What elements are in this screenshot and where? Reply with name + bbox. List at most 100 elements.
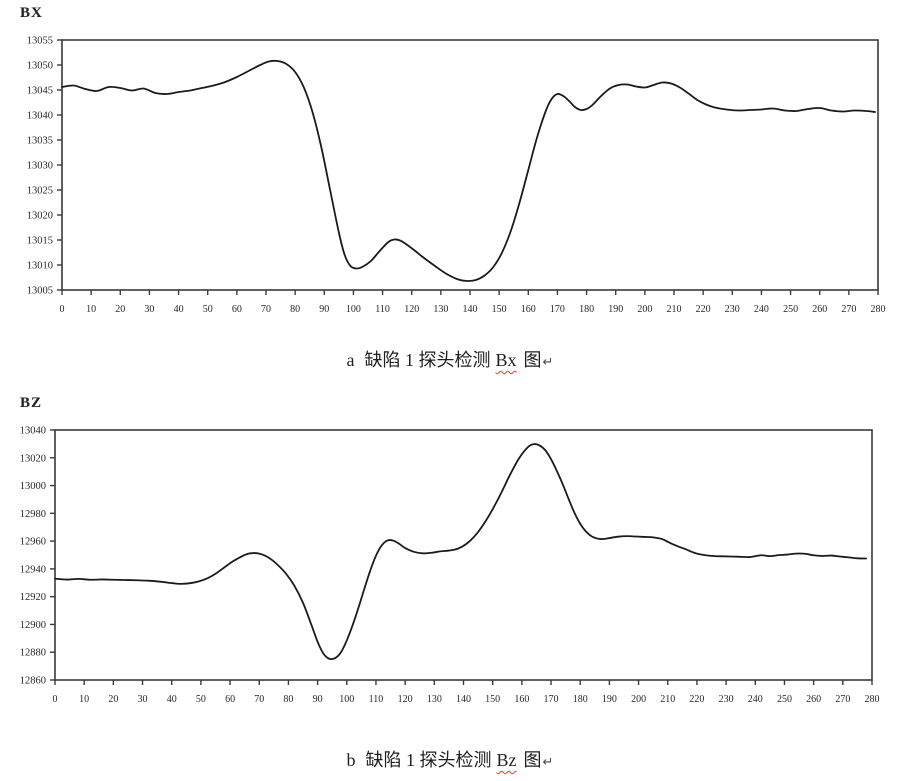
- caption-b-return-mark: ↵: [542, 755, 554, 770]
- bz-x-tick-label: 0: [53, 694, 58, 705]
- bz-y-tick-label: 12980: [20, 509, 46, 520]
- bx-x-tick-label: 160: [521, 304, 536, 315]
- bx-x-tick-label: 260: [812, 304, 827, 315]
- chart-bx-plot: 1305513050130451304013035130301302513020…: [27, 36, 886, 316]
- caption-a-term: Bx: [495, 350, 517, 370]
- bx-x-tick-label: 20: [115, 304, 125, 315]
- bz-x-tick-label: 240: [748, 694, 763, 705]
- bx-x-tick-label: 0: [60, 304, 65, 315]
- chart-bx-title: BX: [20, 5, 43, 21]
- bz-y-tick-label: 12860: [20, 676, 46, 687]
- bz-x-tick-label: 190: [602, 694, 617, 705]
- bx-x-tick-label: 40: [174, 304, 184, 315]
- bz-y-tick-label: 12960: [20, 537, 46, 548]
- bx-series-path: [61, 59, 876, 282]
- caption-a-return-mark: ↵: [542, 355, 554, 370]
- bx-plot-border: [61, 39, 879, 291]
- bz-x-tick-label: 220: [689, 694, 704, 705]
- bx-y-tick-label: 13055: [27, 36, 53, 47]
- bz-x-tick-label: 200: [631, 694, 646, 705]
- caption-b-index: b: [346, 750, 356, 770]
- caption-b-term: Bz: [496, 750, 517, 770]
- bz-x-tick-label: 50: [196, 694, 206, 705]
- bx-x-tick-label: 240: [754, 304, 769, 315]
- bx-x-tick-label: 140: [463, 304, 478, 315]
- bx-x-tick-label: 200: [637, 304, 652, 315]
- bz-y-tick-label: 12920: [20, 592, 46, 603]
- bx-x-tick-label: 110: [375, 304, 390, 315]
- bz-x-tick-label: 170: [544, 694, 559, 705]
- bx-y-tick-label: 13005: [27, 286, 53, 297]
- bx-x-tick-label: 170: [550, 304, 565, 315]
- bx-x-tick-label: 130: [433, 304, 448, 315]
- bx-x-tick-label: 250: [783, 304, 798, 315]
- bz-x-tick-label: 120: [398, 694, 413, 705]
- bx-y-tick-label: 13025: [27, 186, 53, 197]
- caption-b-text: 缺陷 1 探头检测: [365, 750, 492, 770]
- bz-y-tick-label: 13000: [20, 481, 46, 492]
- bx-y-tick-label: 13010: [27, 261, 53, 272]
- bz-y-tick-label: 12880: [20, 648, 46, 659]
- bz-x-tick-label: 90: [313, 694, 323, 705]
- bx-y-tick-label: 13030: [27, 161, 53, 172]
- bz-x-tick-label: 270: [835, 694, 850, 705]
- chart-bz-caption: b 缺陷 1 探头检测 Bz 图↵: [0, 746, 900, 772]
- bx-x-tick-label: 210: [667, 304, 682, 315]
- bx-x-tick-label: 60: [232, 304, 242, 315]
- bx-x-tick-label: 100: [346, 304, 361, 315]
- bz-x-tick-label: 160: [514, 694, 529, 705]
- bz-x-tick-label: 30: [138, 694, 148, 705]
- bx-y-tick-label: 13035: [27, 136, 53, 147]
- bz-x-tick-label: 20: [108, 694, 118, 705]
- bz-series-path: [54, 443, 868, 661]
- bz-plot-border: [54, 429, 873, 681]
- bz-x-tick-label: 280: [865, 694, 880, 705]
- bz-x-tick-label: 140: [456, 694, 471, 705]
- chart-bx-caption: a 缺陷 1 探头检测 Bx 图↵: [0, 346, 900, 372]
- chart-bz-plot: 1304013020130001298012960129401292012900…: [20, 426, 880, 706]
- bz-x-tick-label: 80: [283, 694, 293, 705]
- bx-y-tick-label: 13015: [27, 236, 53, 247]
- bz-x-tick-label: 210: [660, 694, 675, 705]
- bz-x-tick-label: 70: [254, 694, 264, 705]
- bz-x-tick-label: 100: [339, 694, 354, 705]
- bz-y-tick-label: 12940: [20, 564, 46, 575]
- bx-y-tick-label: 13040: [27, 111, 53, 122]
- bx-x-tick-label: 90: [319, 304, 329, 315]
- bx-x-tick-label: 180: [579, 304, 594, 315]
- bz-y-tick-label: 12900: [20, 620, 46, 631]
- bx-x-tick-label: 150: [492, 304, 507, 315]
- bz-x-tick-label: 110: [369, 694, 384, 705]
- bx-y-tick-label: 13050: [27, 61, 53, 72]
- bx-x-tick-label: 280: [871, 304, 886, 315]
- bz-x-tick-label: 130: [427, 694, 442, 705]
- bz-y-tick-label: 13040: [20, 426, 46, 437]
- caption-a-index: a: [346, 350, 355, 370]
- caption-a-text: 缺陷 1 探头检测: [364, 350, 491, 370]
- bx-x-tick-label: 10: [86, 304, 96, 315]
- bz-x-tick-label: 10: [79, 694, 89, 705]
- bx-x-tick-label: 80: [290, 304, 300, 315]
- bx-x-tick-label: 220: [696, 304, 711, 315]
- bx-x-tick-label: 120: [404, 304, 419, 315]
- bz-x-tick-label: 40: [167, 694, 177, 705]
- bx-x-tick-label: 30: [144, 304, 154, 315]
- caption-a-suffix: 图: [523, 350, 542, 370]
- bz-x-tick-label: 250: [777, 694, 792, 705]
- bz-x-tick-label: 60: [225, 694, 235, 705]
- chart-bz-title: BZ: [20, 395, 43, 411]
- bz-x-tick-label: 230: [719, 694, 734, 705]
- bx-x-tick-label: 70: [261, 304, 271, 315]
- bx-x-tick-label: 190: [608, 304, 623, 315]
- bz-y-tick-label: 13020: [20, 453, 46, 464]
- caption-b-suffix: 图: [523, 750, 542, 770]
- bz-x-tick-label: 180: [573, 694, 588, 705]
- bx-x-tick-label: 230: [725, 304, 740, 315]
- bx-x-tick-label: 270: [841, 304, 856, 315]
- bz-x-tick-label: 150: [485, 694, 500, 705]
- bx-y-tick-label: 13020: [27, 211, 53, 222]
- bx-y-tick-label: 13045: [27, 86, 53, 97]
- bz-x-tick-label: 260: [806, 694, 821, 705]
- bx-x-tick-label: 50: [203, 304, 213, 315]
